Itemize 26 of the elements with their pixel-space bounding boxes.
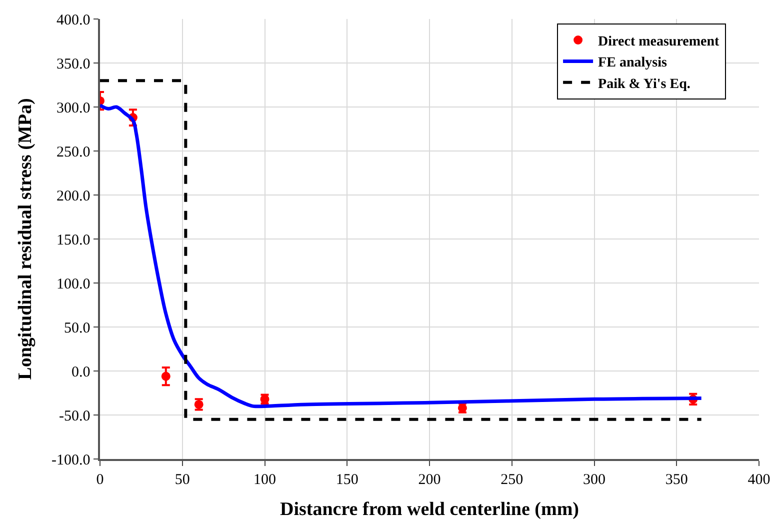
x-tick-label: 100 <box>254 472 276 488</box>
y-tick-label: -50.0 <box>59 408 90 424</box>
y-tick-label: 200.0 <box>56 188 90 204</box>
legend-label: Paik & Yi's Eq. <box>598 76 690 92</box>
y-tick-label: 300.0 <box>56 100 90 116</box>
x-tick-label: 0 <box>96 472 104 488</box>
y-tick-label: 50.0 <box>64 320 90 336</box>
x-tick-label: 150 <box>336 472 358 488</box>
x-tick-label: 50 <box>174 472 190 488</box>
legend-label: FE analysis <box>598 56 668 71</box>
y-tick-label: 250.0 <box>56 144 90 160</box>
y-axis-title: Longitudinal residual stress (MPa) <box>14 98 36 380</box>
y-tick-label: 400.0 <box>56 12 90 28</box>
point <box>161 372 170 381</box>
x-tick-label: 300 <box>583 472 606 488</box>
y-tick-label: 350.0 <box>56 56 90 72</box>
x-tick-label: 200 <box>418 472 441 488</box>
x-tick-label: 400 <box>748 472 770 488</box>
y-tick-label: 100.0 <box>56 276 90 292</box>
legend-label: Direct measurement <box>598 34 720 50</box>
x-axis-title: Distancre from weld centerline (mm) <box>280 499 579 520</box>
x-tick-label: 250 <box>500 472 524 488</box>
x-tick-label: 350 <box>665 472 688 488</box>
y-tick-label: 0.0 <box>72 364 90 380</box>
y-tick-label: 150.0 <box>56 232 90 248</box>
y-tick-label: -100.0 <box>52 452 90 468</box>
